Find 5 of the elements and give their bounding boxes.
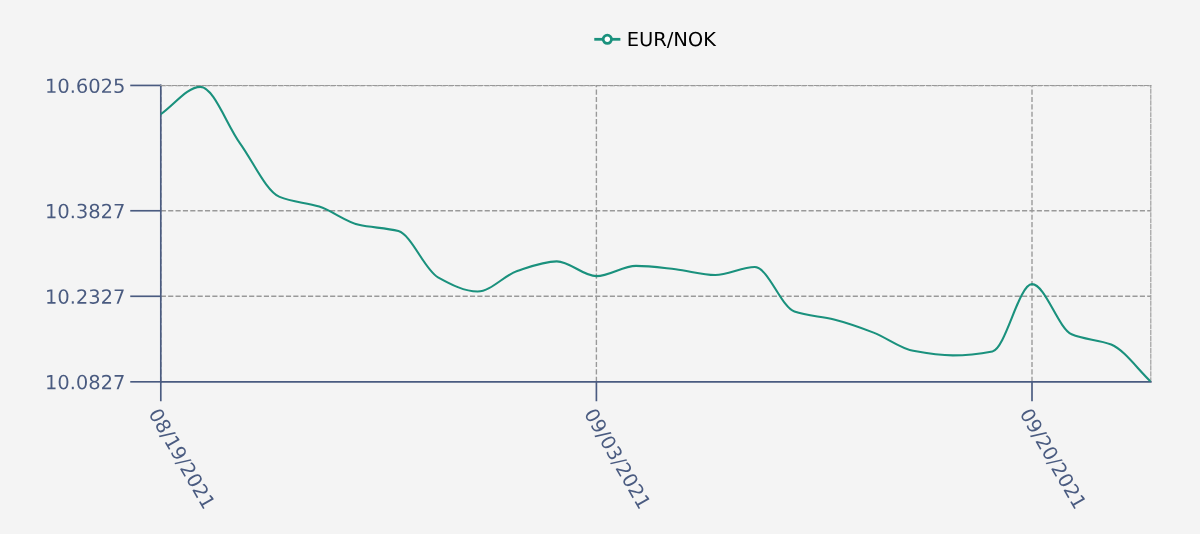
y-tick-label: 10.3827 — [47, 203, 124, 219]
y-tick-label: 10.2327 — [47, 289, 124, 304]
legend-label: EUR/NOK — [628, 31, 717, 48]
y-tick-label: 10.0827 — [47, 374, 124, 390]
y-tick-label: 10.6025 — [47, 78, 124, 94]
